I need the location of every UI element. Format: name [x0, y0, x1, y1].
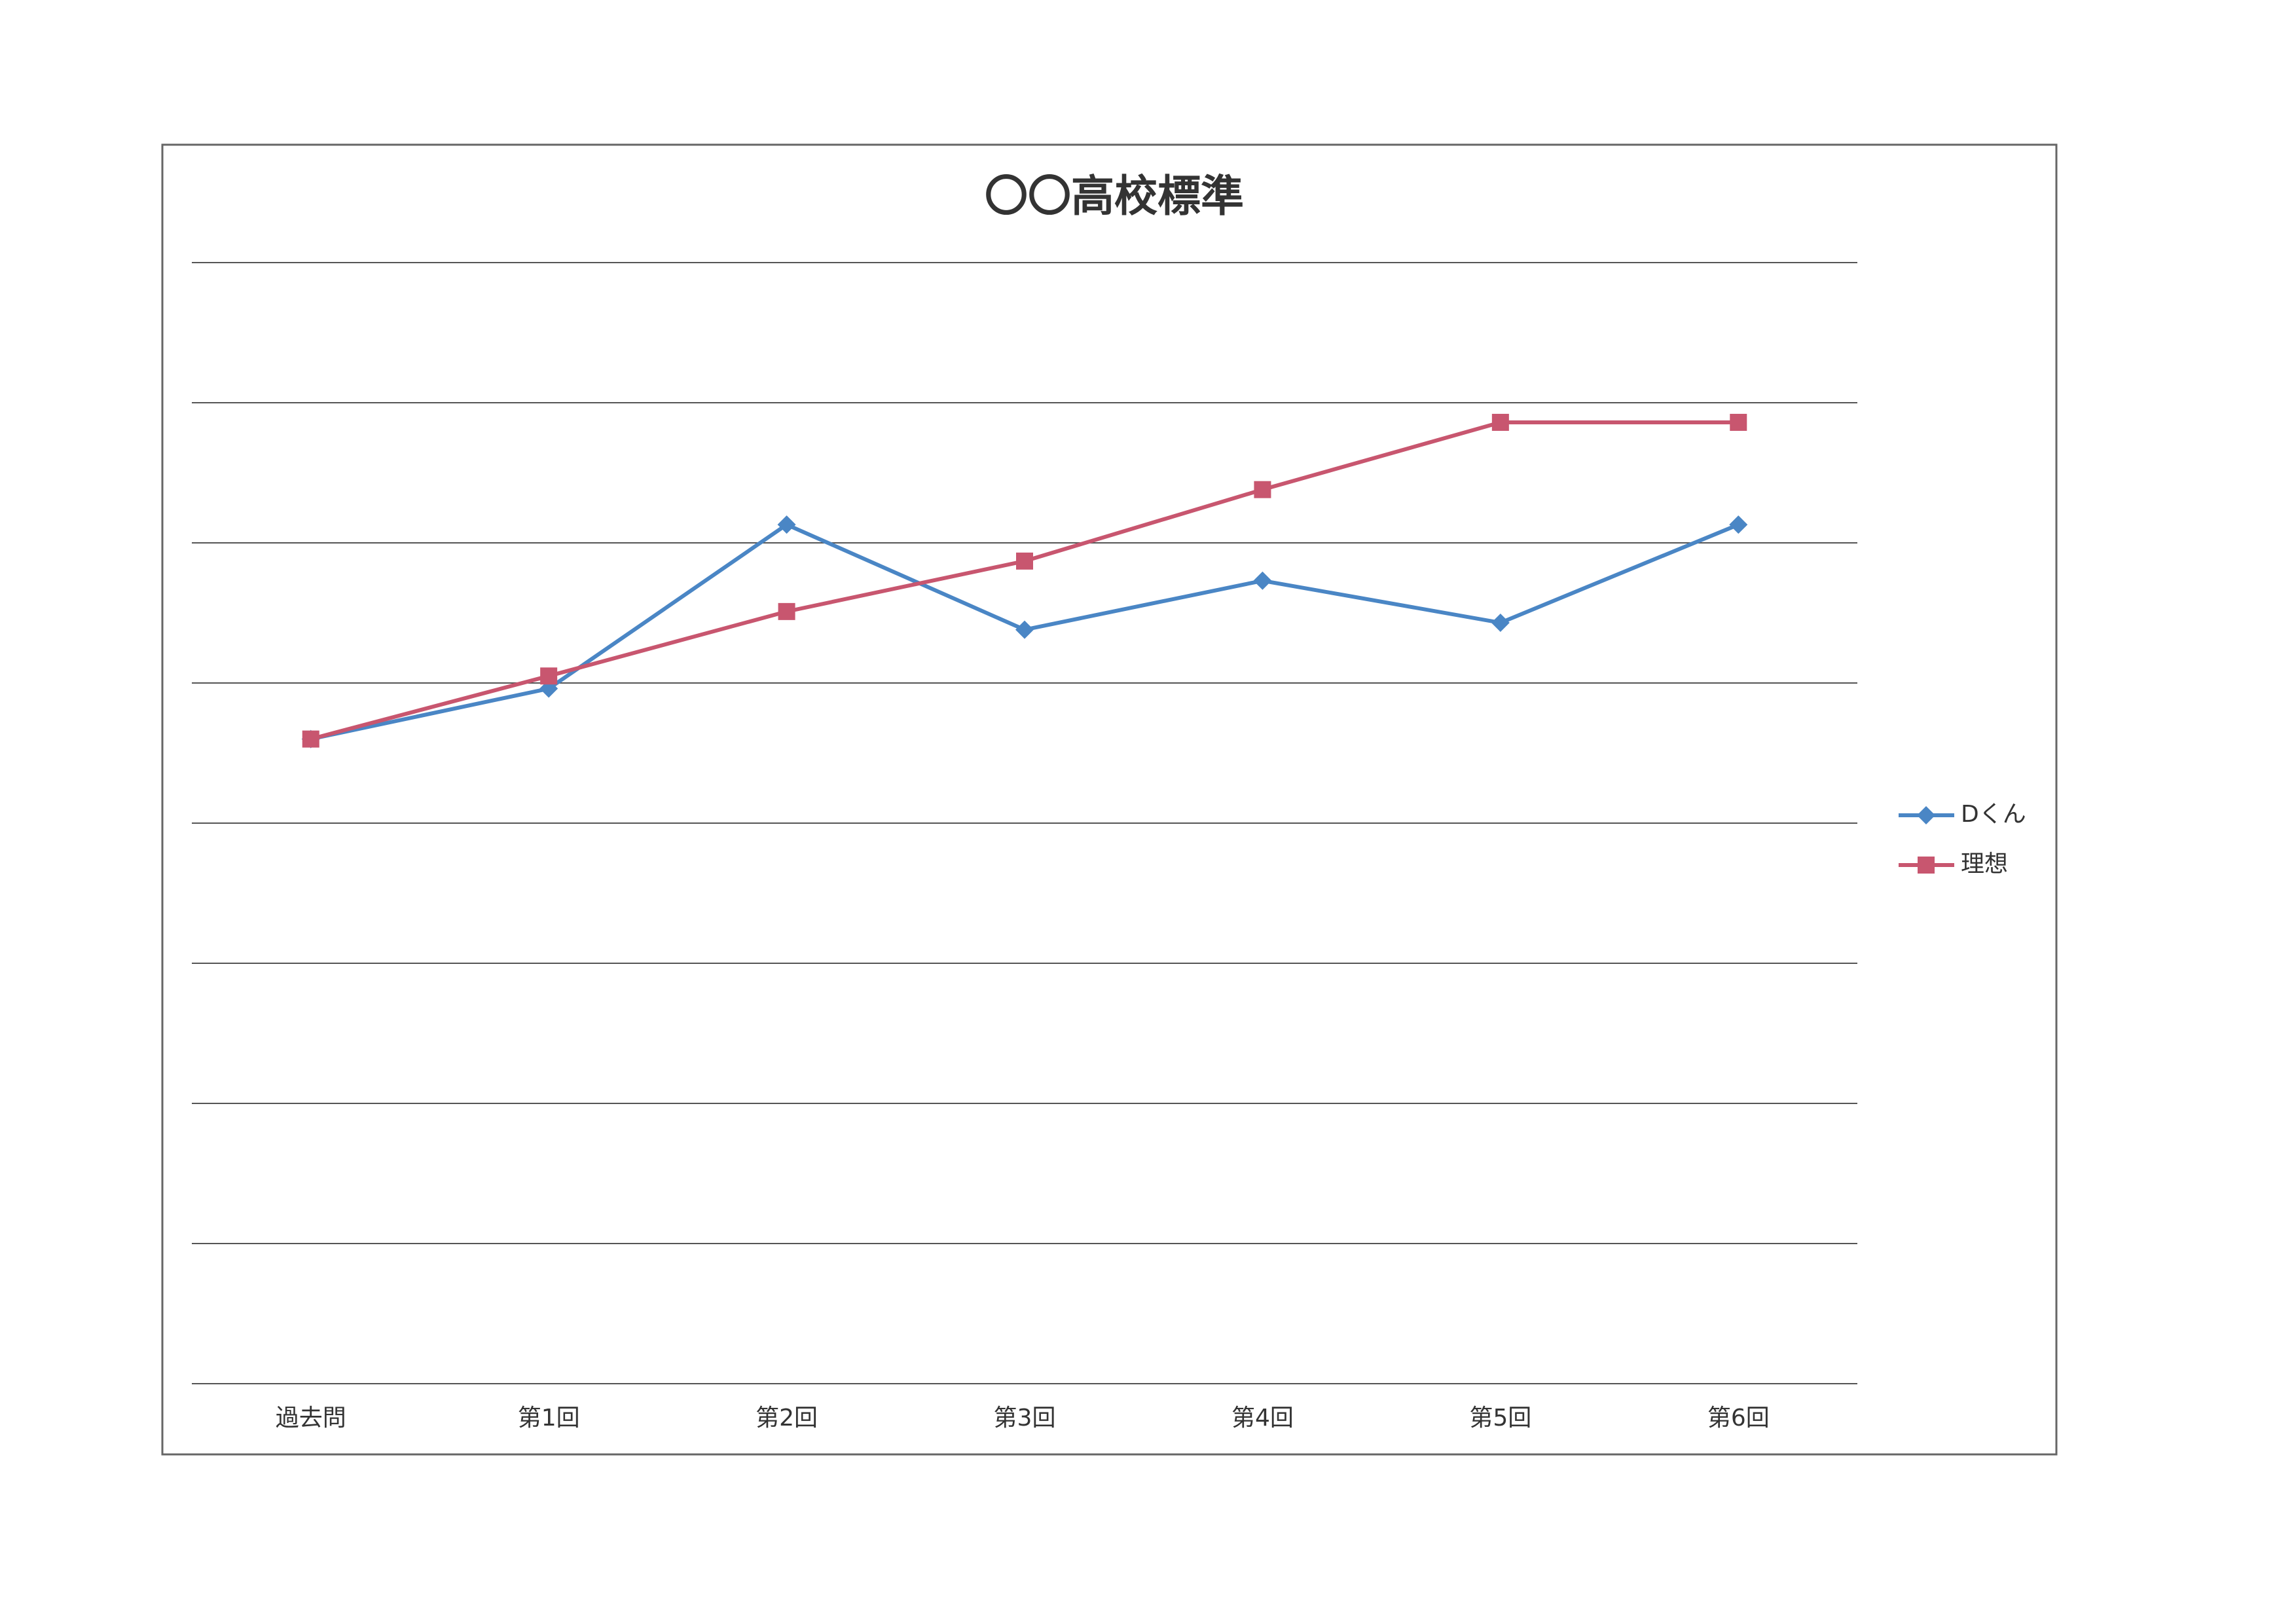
- x-tick-label: 第5回: [1469, 1405, 1531, 1431]
- data-point: [1730, 413, 1747, 431]
- data-point: [1729, 515, 1748, 534]
- x-tick-label: 第3回: [994, 1405, 1056, 1431]
- data-point: [1016, 552, 1033, 570]
- legend-marker: [1917, 806, 1935, 824]
- data-point: [1253, 571, 1272, 590]
- x-tick-label: 第2回: [756, 1405, 818, 1431]
- x-tick-label: 第1回: [518, 1405, 580, 1431]
- x-tick-label: 過去問: [276, 1405, 346, 1431]
- data-point: [1491, 613, 1510, 632]
- legend-label: Dくん: [1961, 801, 2026, 828]
- data-point: [777, 515, 796, 534]
- data-point: [540, 667, 558, 685]
- chart-frame: [161, 143, 2058, 1456]
- x-tick-label: 第4回: [1231, 1405, 1294, 1431]
- data-point: [302, 730, 319, 748]
- data-point: [1254, 481, 1271, 498]
- legend-marker: [1918, 857, 1935, 874]
- data-point: [1491, 413, 1509, 431]
- x-tick-label: 第6回: [1707, 1405, 1770, 1431]
- data-point: [1015, 620, 1034, 639]
- data-point: [778, 602, 795, 620]
- legend-label: 理想: [1961, 851, 2008, 877]
- chart-title: 〇〇高校標準: [985, 171, 1244, 221]
